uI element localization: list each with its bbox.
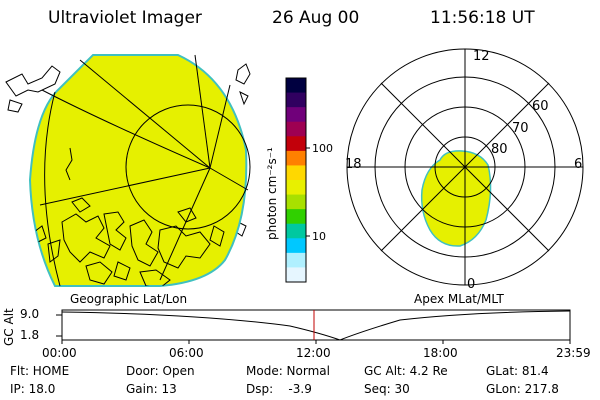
colorbar-swatch [286, 121, 306, 137]
geographic-image [5, 54, 251, 287]
meridian-line [41, 89, 211, 169]
coastline-outline [7, 99, 23, 113]
coastline-outline [239, 91, 249, 106]
coastline-outline [85, 261, 113, 285]
latitude-circle [125, 104, 251, 230]
colorbar-swatch [286, 252, 306, 268]
meridian-line [209, 84, 231, 169]
mlat-label-70: 70 [512, 121, 529, 136]
colorbar-swatch [286, 180, 306, 196]
colorbar-swatch [286, 194, 306, 210]
time-tick-1800: 18:00 [423, 346, 458, 360]
mlt-label-6: 6 [574, 157, 582, 172]
colorbar-swatch [286, 267, 306, 283]
mlat-label-60: 60 [532, 99, 549, 114]
apex-caption: Apex MLat/MLT [414, 292, 504, 306]
mlt-label-18: 18 [345, 157, 362, 172]
colorbar-unit-label: photon cm⁻²s⁻¹ [265, 147, 279, 240]
coastline-outline [129, 219, 159, 267]
colorbar-frame [285, 77, 307, 283]
colorbar-swatch [286, 209, 306, 225]
time-tick-1200: 12:00 [296, 346, 331, 360]
polar-plot: 12 18 6 0 60 70 80 [345, 48, 584, 292]
instrument-title: Ultraviolet Imager [48, 8, 202, 28]
coastline-outline [177, 207, 197, 223]
latitude-arc [44, 91, 61, 287]
coastline-outline [47, 239, 61, 263]
info-door: Door: Open [126, 364, 195, 378]
mlat-label-80: 80 [491, 142, 508, 157]
time-tick-0000: 00:00 [42, 346, 77, 360]
altitude-plot [56, 309, 571, 344]
info-dsp: Dsp: -3.9 [246, 382, 312, 396]
altitude-tick-1-8: 1.8 [20, 328, 40, 342]
mlt-label-12: 12 [473, 49, 490, 64]
coastline-outline [113, 261, 131, 281]
info-seq: Seq: 30 [364, 382, 410, 396]
colorbar: 100 10 photon cm⁻²s⁻¹ [265, 77, 333, 283]
colorbar-swatch [286, 150, 306, 166]
meridian-line [194, 54, 211, 169]
colorbar-tick-label-100: 100 [312, 142, 333, 155]
meridian-line [79, 59, 211, 169]
geographic-caption: Geographic Lat/Lon [70, 292, 188, 306]
time-tick-2359: 23:59 [556, 346, 591, 360]
mlt-line-diagonal [380, 82, 550, 252]
auroral-oval-fill [420, 150, 492, 247]
info-glat: GLat: 81.4 [486, 364, 549, 378]
info-gc-alt: GC Alt: 4.2 Re [364, 364, 448, 378]
colorbar-swatch [286, 136, 306, 152]
coastline-outline [103, 211, 127, 251]
coastline-outline [65, 147, 73, 181]
info-gain: Gain: 13 [126, 382, 177, 396]
colorbar-swatch [286, 107, 306, 123]
colorbar-swatch [286, 92, 306, 108]
colorbar-swatch [286, 238, 306, 254]
coastline-outline [61, 213, 111, 263]
colorbar-tick-label-10: 10 [312, 230, 326, 243]
colorbar-swatch [286, 165, 306, 181]
geographic-grid [39, 54, 251, 287]
altitude-axis-label: GC Alt [2, 308, 16, 346]
coastline-outline [139, 269, 171, 286]
time-tick-0600: 06:00 [169, 346, 204, 360]
meridian-line [159, 167, 211, 281]
coastline-outline [209, 225, 225, 247]
altitude-curve [61, 310, 571, 341]
info-ip: IP: 18.0 [10, 382, 56, 396]
coastline-outline [235, 63, 251, 85]
altitude-tick-9: 9.0 [20, 307, 40, 321]
info-mode: Mode: Normal [246, 364, 330, 378]
mlt-label-0: 0 [467, 277, 475, 292]
coastline-outline [157, 225, 211, 269]
info-glon: GLon: 217.8 [486, 382, 559, 396]
coastline-outline [5, 65, 61, 97]
observation-time: 11:56:18 UT [430, 8, 535, 28]
meridian-line [39, 167, 211, 206]
coastline-outline [71, 197, 91, 213]
colorbar-swatch [286, 78, 306, 94]
meridian-line [209, 167, 249, 191]
info-flight: Flt: HOME [10, 364, 70, 378]
uv-intensity-disk [28, 54, 248, 287]
colorbar-swatch [286, 223, 306, 239]
observation-date: 26 Aug 00 [272, 8, 360, 28]
